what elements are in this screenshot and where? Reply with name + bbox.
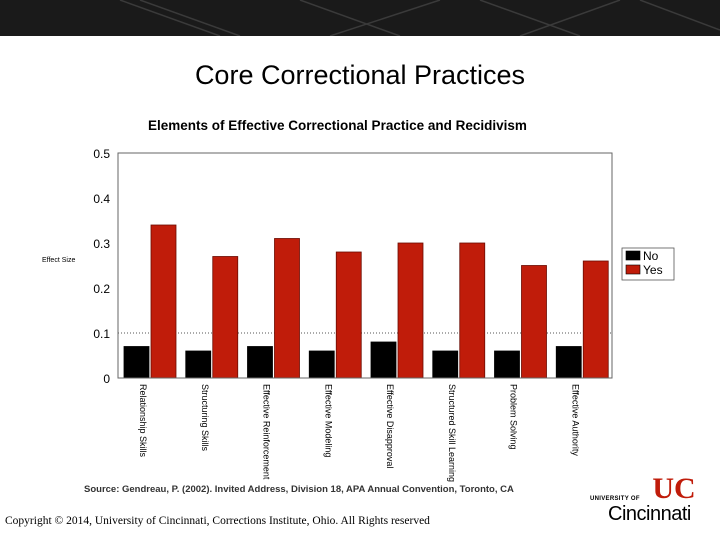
svg-text:UC: UC — [652, 472, 695, 502]
bar-no — [370, 341, 397, 379]
bar-yes — [150, 224, 177, 379]
bar-yes — [212, 256, 239, 379]
legend-swatch-yes — [625, 264, 641, 275]
bar-no — [123, 346, 150, 379]
y-tick-label: 0.3 — [93, 237, 110, 251]
bar-yes — [582, 260, 609, 379]
bar-no — [432, 350, 459, 379]
legend-label-no: No — [643, 249, 659, 263]
source-citation: Source: Gendreau, P. (2002). Invited Add… — [84, 484, 514, 495]
bar-no — [247, 346, 273, 379]
bar-yes — [521, 265, 547, 379]
x-tick-label: Effective Disapproval — [385, 384, 395, 468]
slide-title: Core Correctional Practices — [194, 60, 526, 90]
banner-pattern — [119, 0, 720, 36]
logo-name: Cincinnati — [608, 503, 691, 525]
y-axis-label: Effect Size — [42, 257, 75, 264]
x-tick-label: Effective Modeling — [323, 384, 333, 457]
y-tick-label: 0 — [103, 372, 110, 386]
y-tick-label: 0.4 — [93, 192, 110, 206]
uc-mark-icon: UC — [652, 472, 695, 502]
bar-no — [308, 350, 335, 379]
x-tick-label: Structured Skill Learning — [447, 384, 457, 482]
header-banner — [0, 0, 720, 36]
y-tick-label: 0.1 — [93, 327, 110, 341]
x-tick-label: Structuring Skills — [200, 384, 210, 452]
x-axis-labels: Relationship Skills Structuring Skills Eff… — [138, 384, 580, 482]
bar-yes — [274, 238, 300, 379]
university-logo: UC UNIVERSITY OF Cincinnati — [590, 472, 702, 528]
legend-swatch-no — [625, 250, 641, 261]
x-tick-label: Problem Solving — [509, 384, 519, 450]
bars — [123, 224, 609, 379]
bar-no — [494, 350, 520, 379]
plot-frame — [117, 152, 613, 379]
bar-no — [555, 346, 582, 379]
y-axis-ticks: 0 0.1 0.2 0.3 0.4 0.5 — [93, 147, 110, 386]
x-tick-label: Effective Reinforcement — [262, 384, 272, 480]
bar-yes — [459, 242, 486, 379]
y-tick-label: 0.2 — [93, 282, 110, 296]
copyright-notice: Copyright © 2014, University of Cincinna… — [5, 515, 430, 527]
bar-yes — [335, 251, 362, 379]
chart-title: Elements of Effective Correctional Pract… — [148, 118, 527, 133]
bar-no — [185, 350, 212, 379]
x-tick-label: Effective Authority — [570, 384, 580, 456]
logo-university-label: UNIVERSITY OF — [590, 496, 640, 502]
legend-label-yes: Yes — [643, 263, 663, 277]
bar-yes — [397, 242, 424, 379]
y-tick-label: 0.5 — [93, 147, 110, 161]
x-tick-label: Relationship Skills — [138, 384, 148, 458]
